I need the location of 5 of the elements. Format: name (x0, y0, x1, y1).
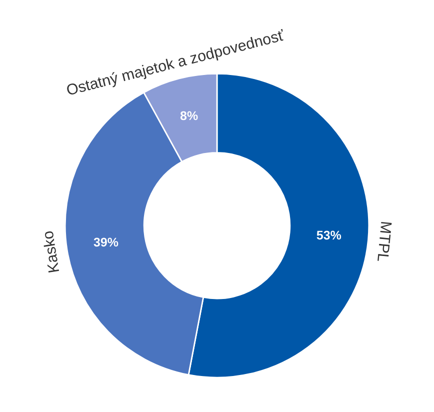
data-label: 39% (94, 238, 118, 247)
data-label: 53% (316, 230, 342, 240)
slice-label: Kasko (42, 230, 60, 273)
slice-label: MTPL (378, 222, 392, 262)
data-label: 8% (180, 111, 198, 120)
